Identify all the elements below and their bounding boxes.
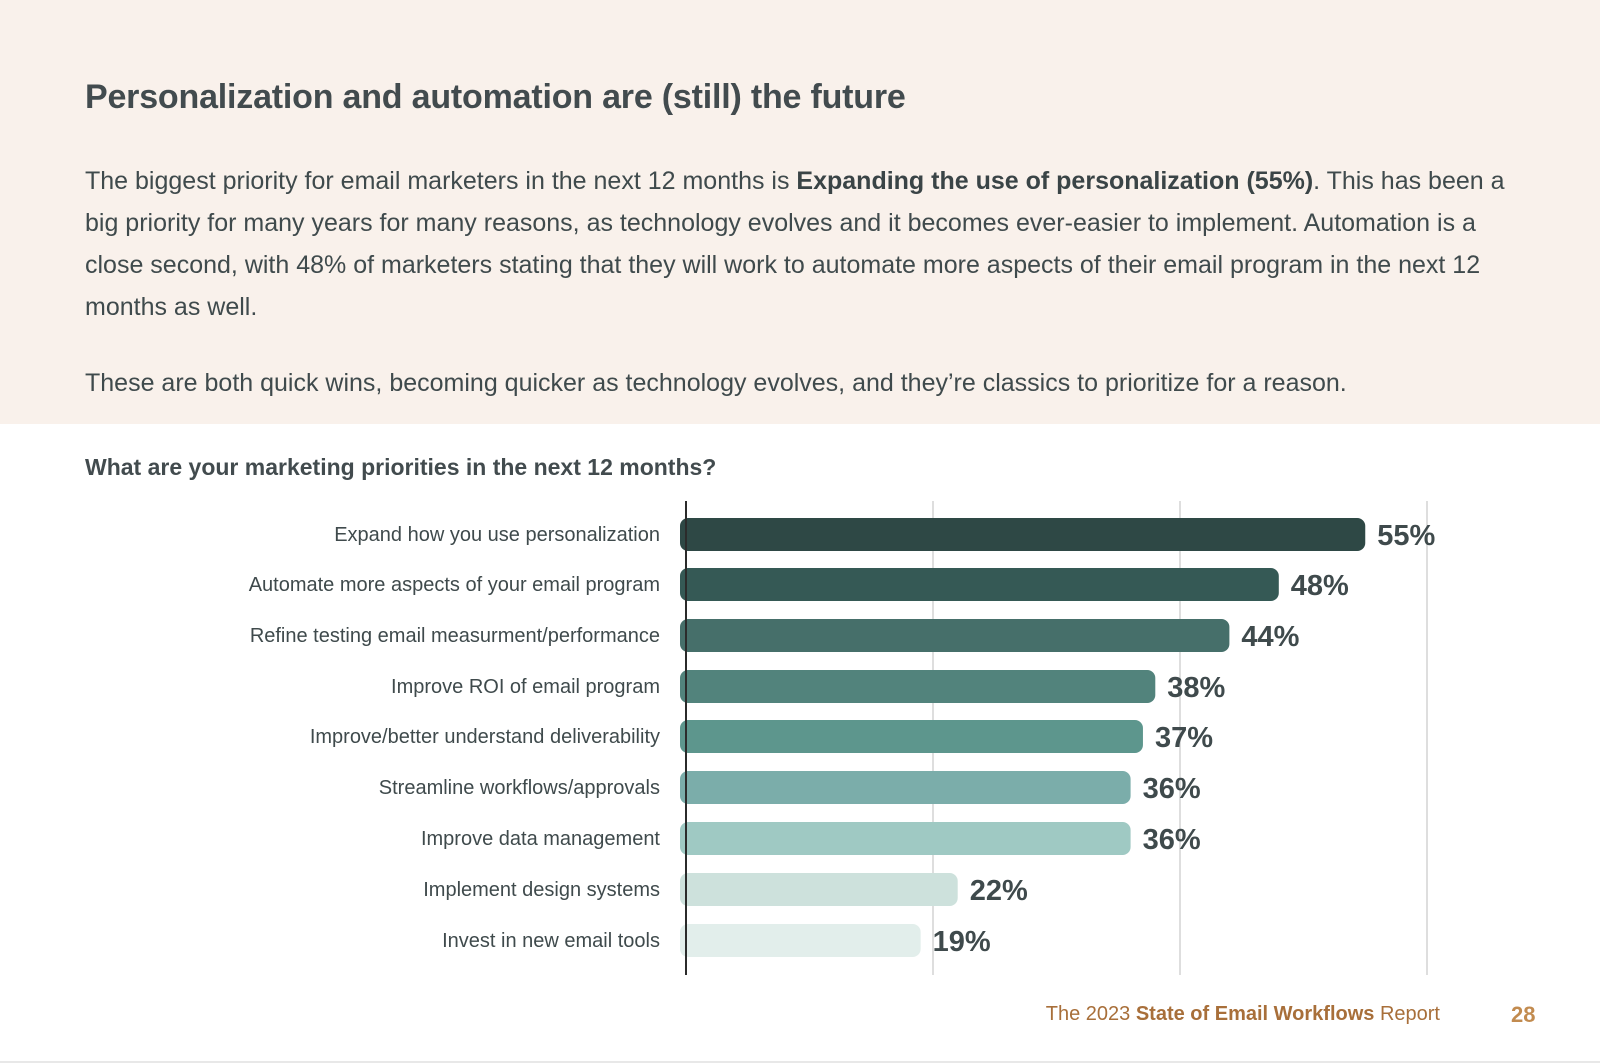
footer-prefix: The 2023 (1045, 1003, 1136, 1025)
closing-paragraph: These are both quick wins, becoming quic… (85, 369, 1347, 397)
report-footer: The 2023 State of Email Workflows Report (1046, 1003, 1440, 1026)
category-label: Improve data management (421, 828, 660, 850)
chart-title: What are your marketing priorities in th… (85, 454, 717, 480)
category-label: Implement design systems (423, 879, 660, 901)
page-title: Personalization and automation are (stil… (85, 78, 906, 116)
bar-6 (680, 771, 1131, 804)
intro-text-end: . This has been a big priority for many … (85, 167, 1505, 321)
value-label: 36% (1143, 824, 1201, 856)
category-label: Invest in new email tools (442, 930, 660, 952)
bar-8 (680, 873, 958, 906)
bar-1 (680, 518, 1366, 551)
bar-7 (680, 822, 1131, 855)
bar-3 (680, 619, 1230, 652)
category-label: Improve/better understand deliverability (310, 726, 660, 748)
intro-highlight: Expanding the use of personalization (55… (796, 167, 1314, 195)
value-label: 38% (1167, 672, 1225, 704)
footer-suffix: Report (1374, 1003, 1440, 1025)
category-label: Expand how you use personalization (334, 524, 660, 546)
header-panel (0, 0, 1600, 424)
intro-paragraph: The biggest priority for email marketers… (85, 160, 1525, 328)
category-label: Streamline workflows/approvals (379, 777, 660, 799)
bottom-divider (0, 1061, 1600, 1063)
value-label: 22% (970, 875, 1028, 907)
value-label: 19% (933, 926, 991, 958)
value-label: 48% (1291, 570, 1349, 602)
bar-5 (680, 720, 1143, 753)
value-label: 55% (1377, 520, 1435, 552)
bar-9 (680, 924, 921, 957)
page-number: 28 (1511, 1002, 1536, 1027)
category-label: Improve ROI of email program (391, 676, 660, 698)
footer-report-name: State of Email Workflows (1135, 1003, 1375, 1025)
intro-text-start: The biggest priority for email marketers… (85, 167, 797, 195)
category-label: Refine testing email measurment/performa… (250, 625, 660, 647)
category-label: Automate more aspects of your email prog… (249, 574, 660, 596)
value-label: 44% (1241, 621, 1299, 653)
bar-2 (680, 568, 1279, 601)
value-label: 37% (1155, 722, 1213, 754)
bar-4 (680, 670, 1156, 703)
value-label: 36% (1143, 773, 1201, 805)
